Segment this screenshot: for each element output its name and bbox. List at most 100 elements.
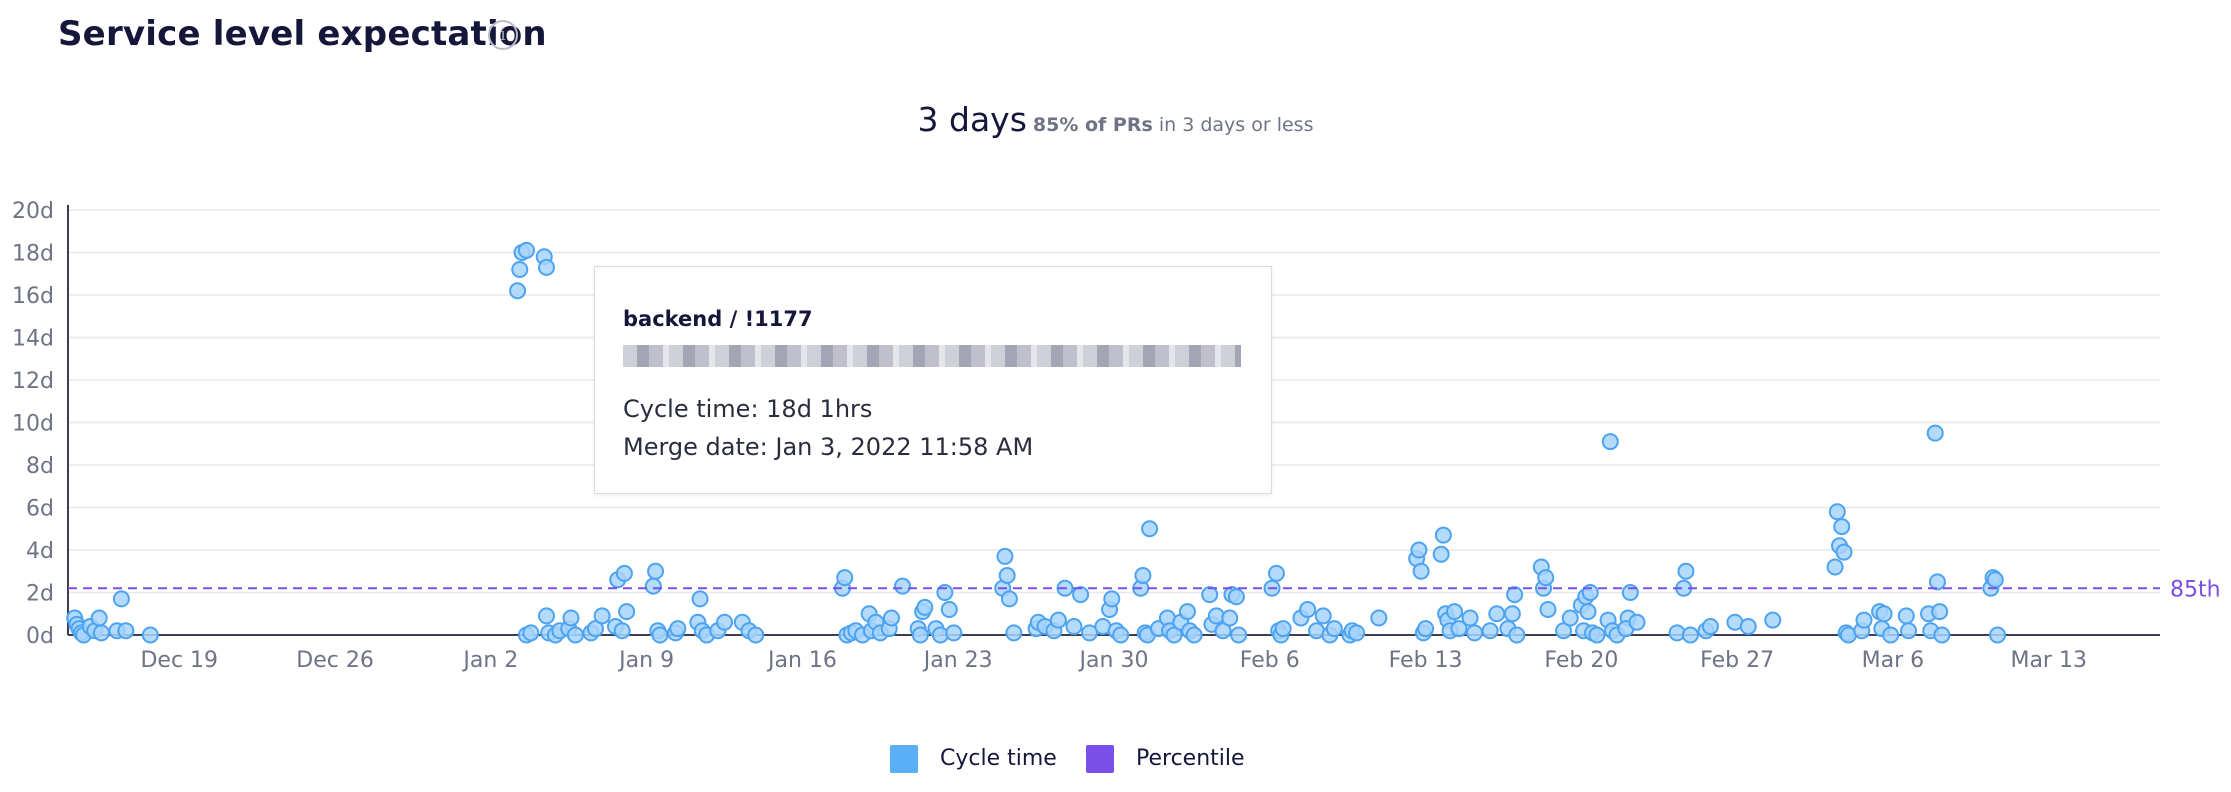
- y-tick-label: 12d: [12, 369, 54, 394]
- data-point: [1503, 605, 1521, 623]
- x-tick-labels: Dec 19 Dec 26 Jan 2 Jan 9 Jan 16 Jan 23 Jan 30…: [140, 648, 2086, 673]
- legend-label-percentile: Percentile: [1136, 746, 1245, 771]
- data-point: [112, 590, 130, 608]
- data-point: [1049, 611, 1067, 629]
- slo-note-strong: 85% of PRs: [1032, 114, 1153, 136]
- data-point: [1466, 624, 1484, 642]
- data-point: [1986, 571, 2004, 589]
- x-tick-label: Feb 13: [1389, 648, 1463, 673]
- data-point: [651, 626, 669, 644]
- tooltip-title: backend / !1177: [623, 307, 813, 331]
- data-point: [1681, 626, 1699, 644]
- y-tick-label: 6d: [26, 497, 54, 522]
- data-point: [1882, 626, 1900, 644]
- data-point: [1446, 603, 1464, 621]
- data-point: [998, 567, 1016, 584]
- x-tick-label: Jan 30: [1078, 648, 1149, 673]
- data-point: [1508, 626, 1526, 644]
- tooltip-redacted-text: [623, 345, 1241, 367]
- data-point: [1417, 620, 1435, 638]
- data-point: [1370, 609, 1388, 627]
- data-point: [916, 598, 934, 616]
- data-point: [1488, 605, 1506, 623]
- data-point: [1628, 613, 1646, 631]
- y-tick-label: 16d: [12, 284, 54, 309]
- data-point: [1081, 624, 1099, 642]
- data-point: [1537, 569, 1555, 587]
- data-point: [945, 624, 963, 642]
- data-point: [1134, 567, 1152, 584]
- slo-value: 3 days: [917, 100, 1027, 139]
- data-point: [1348, 624, 1366, 642]
- data-point: [1933, 626, 1951, 644]
- data-point: [747, 626, 765, 644]
- data-point: [1410, 541, 1428, 559]
- data-point: [593, 607, 611, 625]
- y-tick-label: 0d: [26, 624, 54, 649]
- data-point: [1900, 622, 1918, 640]
- point-tooltip: backend / !1177 Cycle time: 18d 1hrs Mer…: [594, 266, 1272, 494]
- percentile-label: 85th: [2170, 577, 2221, 602]
- page-title: Service level expectation: [58, 14, 547, 54]
- data-point: [1875, 605, 1893, 623]
- data-point: [1103, 590, 1121, 608]
- data-point: [691, 590, 709, 608]
- data-point: [882, 609, 900, 627]
- data-point: [537, 607, 555, 625]
- x-tick-label: Dec 26: [296, 648, 374, 673]
- y-tick-label: 4d: [26, 539, 54, 564]
- data-point: [1201, 586, 1219, 604]
- data-point: [537, 258, 555, 276]
- data-point: [117, 622, 135, 640]
- data-point: [1897, 607, 1915, 625]
- data-point: [618, 603, 636, 621]
- x-tick-label: Jan 16: [766, 648, 837, 673]
- data-point: [1221, 609, 1239, 627]
- data-point: [1412, 562, 1430, 580]
- data-point: [1314, 607, 1332, 625]
- y-tick-labels: 0d 2d 4d 6d 8d 10d 12d 14d 16d 18d 20d: [12, 199, 54, 649]
- data-point: [1065, 618, 1083, 635]
- x-tick-label: Feb 27: [1700, 648, 1774, 673]
- data-point: [1989, 626, 2007, 644]
- data-point: [716, 613, 734, 631]
- data-point: [1833, 518, 1851, 536]
- data-point: [669, 620, 687, 638]
- y-tick-label: 2d: [26, 582, 54, 607]
- data-point: [1227, 588, 1245, 606]
- data-point: [517, 241, 535, 259]
- data-point: [615, 564, 633, 582]
- data-point: [1299, 601, 1317, 618]
- data-point: [1461, 609, 1479, 627]
- data-point: [1325, 620, 1343, 638]
- legend-item-percentile[interactable]: Percentile: [1086, 745, 1245, 773]
- x-tick-label: Jan 2: [461, 648, 518, 673]
- y-tick-label: 8d: [26, 454, 54, 479]
- percentile-line-group: 85th: [68, 577, 2221, 602]
- data-point: [996, 547, 1014, 565]
- x-tick-label: Feb 6: [1240, 648, 1300, 673]
- data-point: [1274, 620, 1292, 638]
- data-point: [1539, 601, 1557, 618]
- info-icon[interactable]: i: [488, 20, 518, 50]
- y-tick-label: 10d: [12, 412, 54, 437]
- data-point: [1000, 590, 1018, 608]
- legend-item-cycle-time[interactable]: Cycle time: [890, 745, 1057, 773]
- x-tick-label: Feb 20: [1544, 648, 1618, 673]
- data-point: [90, 609, 108, 627]
- data-point: [1835, 543, 1853, 561]
- tooltip-merge-date: Merge date: Jan 3, 2022 11:58 AM: [623, 433, 1034, 461]
- data-point: [1739, 618, 1757, 635]
- tooltip-cycle-time: Cycle time: 18d 1hrs: [623, 395, 873, 423]
- data-point: [509, 282, 527, 300]
- data-point: [1588, 626, 1606, 644]
- data-point: [1764, 611, 1782, 629]
- data-point: [647, 562, 665, 580]
- data-point: [911, 626, 929, 644]
- data-point: [522, 624, 540, 642]
- data-points: [66, 241, 2007, 644]
- data-point: [1432, 545, 1450, 563]
- legend-label-cycle-time: Cycle time: [940, 746, 1057, 771]
- data-point: [1267, 564, 1285, 582]
